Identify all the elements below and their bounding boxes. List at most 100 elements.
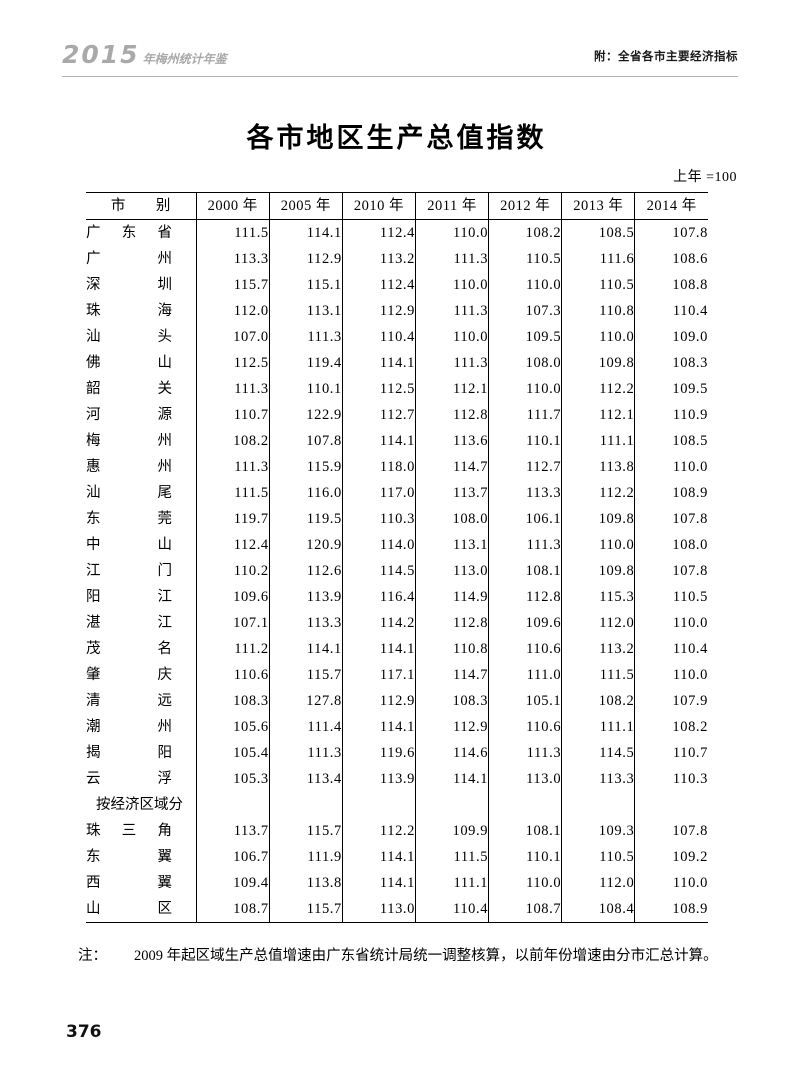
cell-value: 113.7: [414, 480, 489, 506]
cell-value: 113.1: [268, 298, 343, 324]
cell-value: 110.0: [561, 324, 635, 350]
cell-value: 114.1: [341, 844, 416, 870]
cell-value: 112.8: [414, 402, 489, 428]
cell-value: 112.2: [341, 818, 416, 844]
cell-value: 111.3: [488, 740, 562, 766]
cell-value: 115.7: [268, 818, 343, 844]
cell-value: 113.8: [561, 454, 635, 480]
cell-value: 115.7: [268, 896, 343, 923]
cell-value: 110.4: [634, 636, 708, 662]
cell-value: 119.4: [268, 350, 343, 376]
cell-value: 108.0: [414, 506, 489, 532]
cell-value: 112.7: [488, 454, 562, 480]
cell-value: 110.1: [268, 376, 343, 402]
cell-value: 110.6: [488, 636, 562, 662]
cell-value: 112.7: [341, 402, 416, 428]
table-head: 市 别 2000 年 2005 年 2010 年 2011 年 2012 年 2…: [86, 192, 708, 220]
cell-value: 112.9: [268, 246, 343, 272]
cell-value: 109.8: [561, 506, 635, 532]
table-row: 江门 110.2 112.6 114.5 113.0 108.1 109.8 107.8: [86, 558, 708, 584]
cell-value: 112.6: [268, 558, 343, 584]
cell-value: 108.3: [195, 688, 270, 714]
row-label: 揭阳: [86, 745, 172, 761]
cell-value: 114.1: [341, 636, 416, 662]
cell-value: 110.4: [414, 896, 489, 923]
cell-value: 111.2: [195, 636, 270, 662]
table-row: 潮州 105.6 111.4 114.1 112.9 110.6 111.1 108.2: [86, 714, 708, 740]
table-header-row: 市 别 2000 年 2005 年 2010 年 2011 年 2012 年 2…: [86, 192, 708, 220]
cell-value: 114.1: [341, 350, 416, 376]
cell-value: 112.2: [561, 480, 635, 506]
cell-value: 112.1: [414, 376, 489, 402]
cell-value: 111.5: [414, 844, 489, 870]
row-label: 深圳: [86, 277, 172, 293]
column-header-2014: 2014 年: [634, 192, 708, 220]
cell-value: 105.1: [488, 688, 562, 714]
cell-value: 105.6: [195, 714, 270, 740]
cell-value: 107.8: [634, 219, 708, 246]
table-row: 梅州 108.2 107.8 114.1 113.6 110.1 111.1 108.5: [86, 428, 708, 454]
cell-value: 117.1: [341, 662, 416, 688]
cell-value: 106.1: [488, 506, 562, 532]
table-row: 河源 110.7 122.9 112.7 112.8 111.7 112.1 110.9: [86, 402, 708, 428]
cell-value: 112.2: [561, 376, 635, 402]
cell-value: 114.1: [341, 870, 416, 896]
table-row: 阳江 109.6 113.9 116.4 114.9 112.8 115.3 110.5: [86, 584, 708, 610]
cell-value: 114.1: [341, 714, 416, 740]
cell-value: 114.1: [414, 766, 489, 792]
yearbook-name: 年梅州统计年鉴: [142, 52, 227, 66]
cell-value: 113.3: [195, 246, 270, 272]
cell-value: 110.3: [634, 766, 708, 792]
cell-value: 110.5: [561, 844, 635, 870]
cell-value: 111.0: [488, 662, 562, 688]
cell-value: 110.8: [561, 298, 635, 324]
cell-value: 114.5: [561, 740, 635, 766]
cell-value: 108.0: [488, 350, 562, 376]
table-row: 东翼 106.7 111.9 114.1 111.5 110.1 110.5 109.2: [86, 844, 708, 870]
cell-value: 120.9: [268, 532, 343, 558]
gdp-index-table: 市 别 2000 年 2005 年 2010 年 2011 年 2012 年 2…: [86, 192, 708, 923]
table-row: 广东省 111.5 114.1 112.4 110.0 108.2 108.5 107.8: [86, 219, 708, 246]
cell-value: 110.3: [341, 506, 416, 532]
row-label: 梅州: [86, 433, 172, 449]
column-header-2013: 2013 年: [561, 192, 635, 220]
cell-value: 110.7: [195, 402, 270, 428]
cell-value: 109.9: [414, 818, 489, 844]
table-row: 汕头 107.0 111.3 110.4 110.0 109.5 110.0 109.0: [86, 324, 708, 350]
cell-value: 118.0: [341, 454, 416, 480]
cell-value: 110.6: [488, 714, 562, 740]
cell-value: 113.0: [488, 766, 562, 792]
cell-value: 114.7: [414, 662, 489, 688]
table-row: 珠三角 113.7 115.7 112.2 109.9 108.1 109.3 107.8: [86, 818, 708, 844]
cell-value: 113.6: [414, 428, 489, 454]
column-header-2012: 2012 年: [488, 192, 562, 220]
row-label: 中山: [86, 537, 172, 553]
cell-value: 116.0: [268, 480, 343, 506]
cell-value: 111.4: [268, 714, 343, 740]
cell-value: 109.5: [634, 376, 708, 402]
cell-value: 109.2: [634, 844, 708, 870]
yearbook-logo: 2015 年梅州统计年鉴: [62, 42, 227, 67]
cell-value: 110.7: [634, 740, 708, 766]
cell-value: 112.0: [561, 610, 635, 636]
cell-value: 108.6: [634, 246, 708, 272]
cell-value: 112.4: [341, 219, 416, 246]
column-header-2000: 2000 年: [195, 192, 270, 220]
cell-value: 112.8: [414, 610, 489, 636]
row-label: 西翼: [86, 875, 172, 891]
cell-value: 113.1: [414, 532, 489, 558]
cell-value: 107.8: [268, 428, 343, 454]
cell-value: 110.1: [488, 844, 562, 870]
cell-value: 114.6: [414, 740, 489, 766]
footnote-text: 2009 年起区域生产总值增速由广东省统计局统一调整核算，以前年份增速由分市汇总…: [134, 948, 718, 964]
cell-value: 113.4: [268, 766, 343, 792]
table-row: 中山 112.4 120.9 114.0 113.1 111.3 110.0 108.0: [86, 532, 708, 558]
cell-value: 108.7: [195, 896, 270, 923]
cell-value: 107.8: [634, 506, 708, 532]
cell-value: 108.0: [634, 532, 708, 558]
cell-value: 112.5: [341, 376, 416, 402]
cell-value: 108.5: [634, 428, 708, 454]
cell-value: 111.3: [195, 376, 270, 402]
cell-value: 110.0: [634, 454, 708, 480]
